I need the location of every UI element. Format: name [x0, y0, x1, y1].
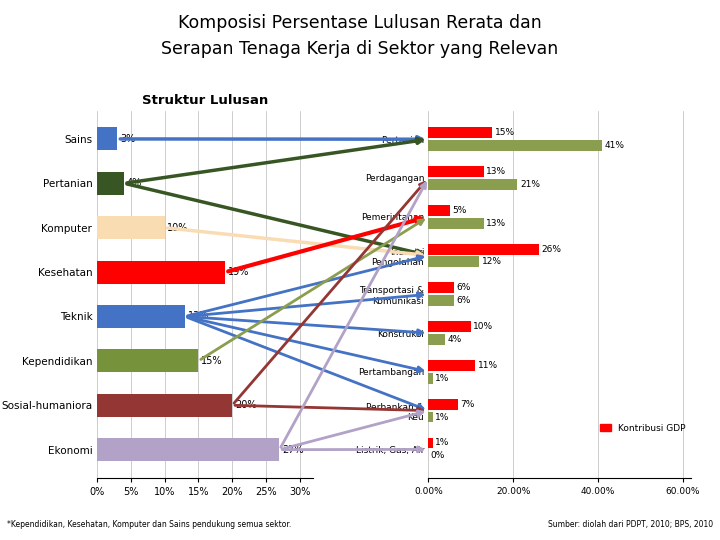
Bar	[97, 172, 125, 195]
Bar	[428, 256, 480, 267]
Text: 0%: 0%	[431, 451, 445, 460]
Text: 3%: 3%	[120, 134, 135, 144]
Bar	[428, 140, 602, 151]
Text: 10%: 10%	[167, 222, 189, 233]
Bar	[97, 394, 232, 417]
Bar	[97, 127, 117, 151]
Bar	[428, 334, 446, 345]
Text: 19%: 19%	[228, 267, 250, 277]
Text: 7%: 7%	[461, 400, 475, 409]
Text: 15%: 15%	[201, 356, 222, 366]
Title: Struktur Lulusan: Struktur Lulusan	[142, 94, 269, 107]
Bar	[97, 305, 185, 328]
Text: 11%: 11%	[477, 361, 498, 370]
Text: 5%: 5%	[452, 206, 467, 215]
Text: 1%: 1%	[435, 413, 449, 422]
Bar	[428, 399, 458, 410]
Bar	[428, 166, 484, 177]
Text: 10%: 10%	[473, 322, 493, 331]
Legend: Kontribusi GDP: Kontribusi GDP	[597, 421, 689, 437]
Bar	[428, 282, 454, 293]
Text: 12%: 12%	[482, 258, 502, 266]
Text: *Kependidikan, Kesehatan, Komputer dan Sains pendukung semua sektor.: *Kependidikan, Kesehatan, Komputer dan S…	[7, 520, 292, 529]
Text: 26%: 26%	[541, 245, 561, 254]
Bar	[428, 127, 492, 138]
Bar	[97, 438, 279, 461]
Text: 13%: 13%	[486, 219, 506, 228]
Text: Sumber: diolah dari PDPT, 2010; BPS, 2010: Sumber: diolah dari PDPT, 2010; BPS, 201…	[548, 520, 713, 529]
Bar	[428, 437, 433, 448]
Text: 15%: 15%	[495, 129, 515, 137]
Text: 27%: 27%	[282, 444, 304, 455]
Text: 13%: 13%	[486, 167, 506, 176]
Text: Serapan Tenaga Kerja di Sektor yang Relevan: Serapan Tenaga Kerja di Sektor yang Rele…	[161, 40, 559, 58]
Bar	[428, 321, 471, 332]
Bar	[428, 179, 518, 190]
Text: 21%: 21%	[520, 180, 540, 189]
Text: 41%: 41%	[605, 141, 625, 150]
Bar	[428, 244, 539, 254]
Text: 20%: 20%	[235, 400, 256, 410]
Bar	[428, 218, 484, 228]
Bar	[428, 411, 433, 422]
Text: 4%: 4%	[127, 178, 142, 188]
Text: 1%: 1%	[435, 374, 449, 383]
Bar	[428, 360, 475, 371]
Bar	[428, 295, 454, 306]
Bar	[428, 373, 433, 383]
Text: 4%: 4%	[448, 335, 462, 344]
Text: Komposisi Persentase Lulusan Rerata dan: Komposisi Persentase Lulusan Rerata dan	[178, 14, 542, 31]
Text: 13%: 13%	[188, 312, 209, 321]
Text: 1%: 1%	[435, 438, 449, 448]
Text: 6%: 6%	[456, 284, 471, 292]
Text: 6%: 6%	[456, 296, 471, 305]
Bar	[97, 349, 199, 373]
Bar	[97, 261, 225, 284]
Bar	[428, 205, 449, 216]
Bar	[97, 216, 165, 239]
